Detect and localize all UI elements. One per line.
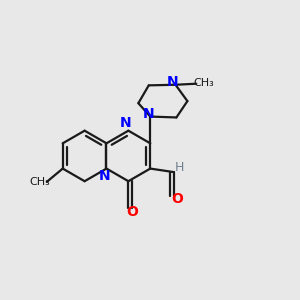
Text: N: N <box>99 169 111 183</box>
Text: CH₃: CH₃ <box>193 78 214 88</box>
Text: N: N <box>143 107 154 121</box>
Text: O: O <box>126 206 138 219</box>
Text: N: N <box>120 116 131 130</box>
Text: O: O <box>171 192 183 206</box>
Text: CH₃: CH₃ <box>29 178 50 188</box>
Text: N: N <box>167 75 178 89</box>
Text: H: H <box>174 161 184 174</box>
